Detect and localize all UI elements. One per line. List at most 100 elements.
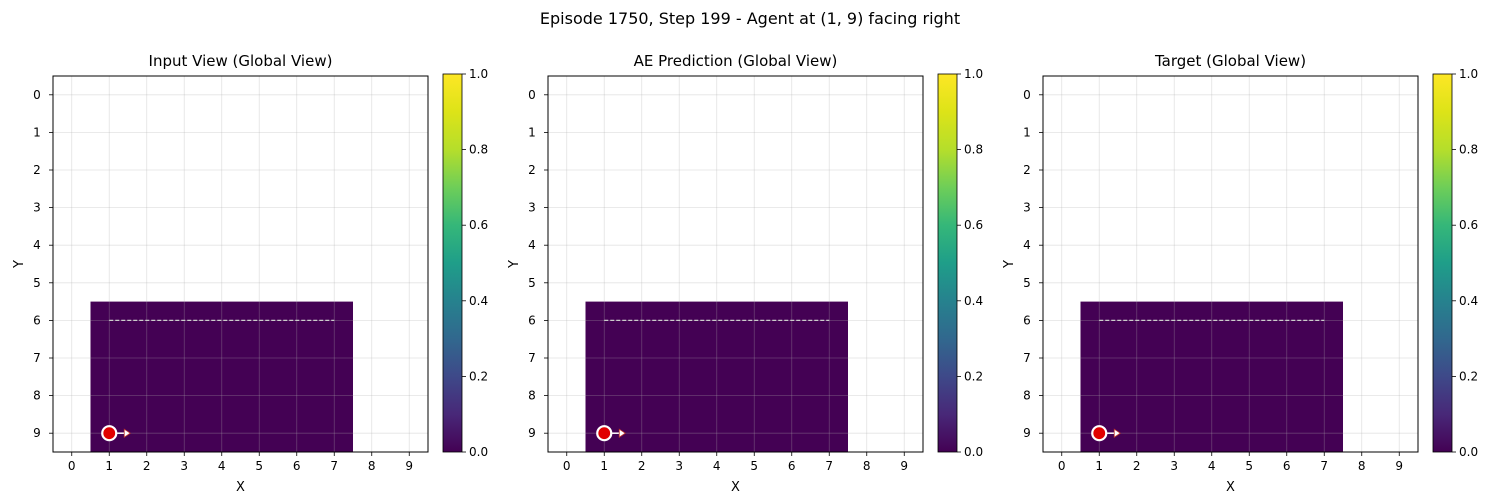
colorbar-tick-label: 0.2	[469, 369, 488, 383]
x-tick-label: 6	[788, 459, 796, 473]
x-tick-label: 3	[675, 459, 683, 473]
x-axis-label: X	[236, 480, 245, 495]
x-tick-label: 3	[180, 459, 188, 473]
panel-title: Input View (Global View)	[149, 52, 333, 70]
x-tick-label: 7	[825, 459, 833, 473]
y-axis-label: Y	[1002, 260, 1017, 269]
panel-title: Target (Global View)	[1154, 52, 1306, 70]
x-tick-label: 3	[1170, 459, 1178, 473]
x-tick-label: 9	[1395, 459, 1403, 473]
agent-arrow-head	[618, 428, 626, 438]
axes-frame	[52, 75, 429, 453]
x-tick-label: 7	[330, 459, 338, 473]
x-tick-label: 2	[1133, 459, 1141, 473]
y-tick-label: 7	[528, 351, 536, 365]
colorbar	[442, 73, 463, 453]
colorbar-tick-label: 1.0	[964, 67, 983, 81]
y-tick-label: 8	[1023, 389, 1031, 403]
colorbar-tick-label: 0.2	[1459, 369, 1478, 383]
x-tick-label: 5	[1245, 459, 1253, 473]
colorbar-tick-label: 0.8	[469, 143, 488, 157]
colorbar-tick-label: 0.0	[469, 445, 488, 459]
y-axis-label: Y	[507, 260, 522, 269]
colorbar-tick-label: 1.0	[469, 67, 488, 81]
y-tick-label: 5	[33, 276, 41, 290]
x-tick-label: 8	[863, 459, 871, 473]
y-tick-label: 5	[1023, 276, 1031, 290]
agent-marker	[1091, 425, 1108, 442]
x-tick-label: 4	[1208, 459, 1216, 473]
y-tick-label: 1	[33, 125, 41, 139]
y-tick-label: 8	[33, 389, 41, 403]
agent-marker	[596, 425, 613, 442]
x-tick-label: 8	[368, 459, 376, 473]
x-tick-label: 6	[1283, 459, 1291, 473]
x-tick-label: 6	[293, 459, 301, 473]
y-tick-label: 8	[528, 389, 536, 403]
y-tick-label: 0	[528, 88, 536, 102]
x-tick-label: 0	[563, 459, 571, 473]
y-tick-label: 1	[528, 125, 536, 139]
figure-title: Episode 1750, Step 199 - Agent at (1, 9)…	[540, 9, 960, 28]
x-tick-label: 7	[1320, 459, 1328, 473]
y-tick-label: 5	[528, 276, 536, 290]
x-tick-label: 1	[105, 459, 113, 473]
agent-arrow-head	[1113, 428, 1121, 438]
x-tick-label: 9	[900, 459, 908, 473]
y-tick-label: 4	[528, 238, 536, 252]
colorbar-tick-label: 0.2	[964, 369, 983, 383]
y-tick-label: 0	[33, 88, 41, 102]
panel-2: 0 1 2 3 4 5 6 7 8 9 0 1 2 3 4 5 6 7 8 9 AE Prediction (Globa…	[507, 52, 983, 495]
y-tick-label: 3	[1023, 201, 1031, 215]
x-axis-label: X	[731, 480, 740, 495]
x-tick-label: 0	[1058, 459, 1066, 473]
y-tick-label: 9	[33, 426, 41, 440]
y-tick-label: 7	[33, 351, 41, 365]
x-tick-label: 8	[1358, 459, 1366, 473]
y-tick-label: 4	[33, 238, 41, 252]
agent-marker	[101, 425, 118, 442]
x-tick-label: 1	[1095, 459, 1103, 473]
colorbar-tick-label: 0.8	[964, 143, 983, 157]
y-axis-label: Y	[12, 260, 27, 269]
x-tick-label: 4	[713, 459, 721, 473]
y-tick-label: 4	[1023, 238, 1031, 252]
colorbar-tick-label: 0.4	[1459, 294, 1478, 308]
colorbar-tick-label: 0.6	[1459, 218, 1478, 232]
heatmap-region	[90, 301, 353, 452]
colorbar-tick-label: 0.0	[1459, 445, 1478, 459]
x-tick-label: 5	[750, 459, 758, 473]
colorbar-tick-label: 0.4	[469, 294, 488, 308]
axes-frame	[547, 75, 924, 453]
x-tick-label: 1	[600, 459, 608, 473]
y-tick-label: 3	[33, 201, 41, 215]
y-tick-label: 1	[1023, 125, 1031, 139]
colorbar-tick-label: 0.0	[964, 445, 983, 459]
y-tick-label: 7	[1023, 351, 1031, 365]
panel-1: 0 1 2 3 4 5 6 7 8 9 0 1 2 3 4 5 6 7 8 9 Input View (Global V…	[12, 52, 488, 495]
colorbar-tick-label: 0.6	[469, 218, 488, 232]
colorbar-tick-label: 0.4	[964, 294, 983, 308]
axes-frame	[1042, 75, 1419, 453]
y-tick-label: 0	[1023, 88, 1031, 102]
colorbar-tick-label: 1.0	[1459, 67, 1478, 81]
y-tick-label: 2	[33, 163, 41, 177]
colorbar-tick-label: 0.8	[1459, 143, 1478, 157]
x-tick-label: 0	[68, 459, 76, 473]
y-tick-label: 6	[33, 313, 41, 327]
y-tick-label: 9	[1023, 426, 1031, 440]
x-tick-label: 9	[405, 459, 413, 473]
y-tick-label: 2	[1023, 163, 1031, 177]
colorbar	[1432, 73, 1453, 453]
colorbar	[937, 73, 958, 453]
y-tick-label: 2	[528, 163, 536, 177]
x-tick-label: 2	[143, 459, 151, 473]
y-tick-label: 9	[528, 426, 536, 440]
colorbar-tick-label: 0.6	[964, 218, 983, 232]
y-tick-label: 6	[528, 313, 536, 327]
agent-arrow-head	[123, 428, 131, 438]
y-tick-label: 6	[1023, 313, 1031, 327]
y-tick-label: 3	[528, 201, 536, 215]
x-tick-label: 4	[218, 459, 226, 473]
